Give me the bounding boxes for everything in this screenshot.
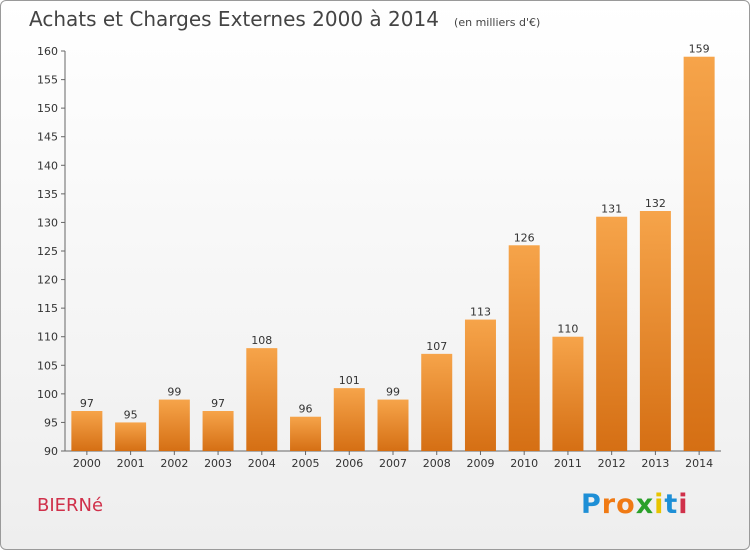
- bar-2002: [158, 399, 190, 451]
- x-tick-label-2003: 2003: [204, 457, 232, 470]
- y-tick-label: 150: [37, 102, 58, 115]
- bar-2004: [246, 348, 278, 451]
- value-label-2000: 97: [80, 397, 94, 410]
- logo-letter: i: [654, 489, 665, 520]
- y-tick-label: 140: [37, 159, 58, 172]
- bar-2012: [596, 216, 628, 451]
- logo-letter: P: [581, 489, 602, 520]
- y-tick-label: 125: [37, 245, 58, 258]
- commune-name: BIERNé: [37, 495, 104, 516]
- x-tick-label-2012: 2012: [598, 457, 626, 470]
- y-tick-label: 110: [37, 331, 58, 344]
- x-tick-label-2000: 2000: [73, 457, 101, 470]
- bar-2011: [552, 336, 584, 451]
- value-label-2008: 107: [426, 340, 447, 353]
- x-tick-label-2008: 2008: [423, 457, 451, 470]
- value-label-2011: 110: [557, 323, 578, 336]
- bar-2001: [115, 422, 147, 451]
- y-tick-label: 120: [37, 274, 58, 287]
- bar-2014: [683, 56, 715, 451]
- value-label-2014: 159: [689, 43, 710, 56]
- value-label-2013: 132: [645, 197, 666, 210]
- logo-letter: o: [616, 489, 636, 520]
- value-label-2004: 108: [251, 334, 272, 347]
- x-tick-label-2005: 2005: [292, 457, 320, 470]
- y-tick-label: 135: [37, 188, 58, 201]
- y-tick-label: 130: [37, 216, 58, 229]
- logo-letter: t: [664, 489, 679, 520]
- chart-title-block: Achats et Charges Externes 2000 à 2014 (…: [29, 7, 540, 31]
- y-tick-label: 95: [44, 416, 58, 429]
- x-tick-label-2004: 2004: [248, 457, 276, 470]
- chart-title: Achats et Charges Externes 2000 à 2014: [29, 7, 439, 31]
- x-tick-label-2011: 2011: [554, 457, 582, 470]
- bar-2008: [421, 353, 453, 451]
- value-label-2005: 96: [299, 403, 313, 416]
- logo-letter: i: [678, 489, 689, 520]
- y-tick-label: 90: [44, 445, 58, 458]
- bar-2013: [639, 211, 671, 451]
- y-tick-label: 100: [37, 388, 58, 401]
- x-tick-label-2013: 2013: [641, 457, 669, 470]
- y-tick-label: 145: [37, 131, 58, 144]
- x-tick-label-2006: 2006: [335, 457, 363, 470]
- logo-letter: r: [601, 489, 617, 520]
- x-tick-label-2002: 2002: [160, 457, 188, 470]
- proxiti-logo: Proxiti: [581, 489, 689, 520]
- x-tick-label-2009: 2009: [466, 457, 494, 470]
- value-label-2009: 113: [470, 306, 491, 319]
- value-label-2012: 131: [601, 203, 622, 216]
- value-label-2010: 126: [514, 231, 535, 244]
- value-label-2001: 95: [124, 408, 138, 421]
- y-tick-label: 160: [37, 45, 58, 58]
- value-label-2006: 101: [339, 374, 360, 387]
- x-tick-label-2014: 2014: [685, 457, 713, 470]
- bar-2007: [377, 399, 409, 451]
- bar-2009: [464, 319, 496, 451]
- y-tick-label: 105: [37, 359, 58, 372]
- chart-unit-note: (en milliers d'€): [454, 16, 541, 29]
- y-tick-label: 155: [37, 74, 58, 87]
- x-tick-label-2001: 2001: [117, 457, 145, 470]
- x-tick-label-2007: 2007: [379, 457, 407, 470]
- bar-2006: [333, 388, 365, 451]
- value-label-2007: 99: [386, 386, 400, 399]
- y-tick-label: 115: [37, 302, 58, 315]
- value-label-2003: 97: [211, 397, 225, 410]
- bar-2010: [508, 245, 540, 451]
- bar-2005: [290, 416, 322, 451]
- bar-2000: [71, 411, 103, 451]
- value-label-2002: 99: [167, 386, 181, 399]
- logo-letter: x: [635, 489, 655, 520]
- x-tick-label-2010: 2010: [510, 457, 538, 470]
- bar-2003: [202, 411, 234, 451]
